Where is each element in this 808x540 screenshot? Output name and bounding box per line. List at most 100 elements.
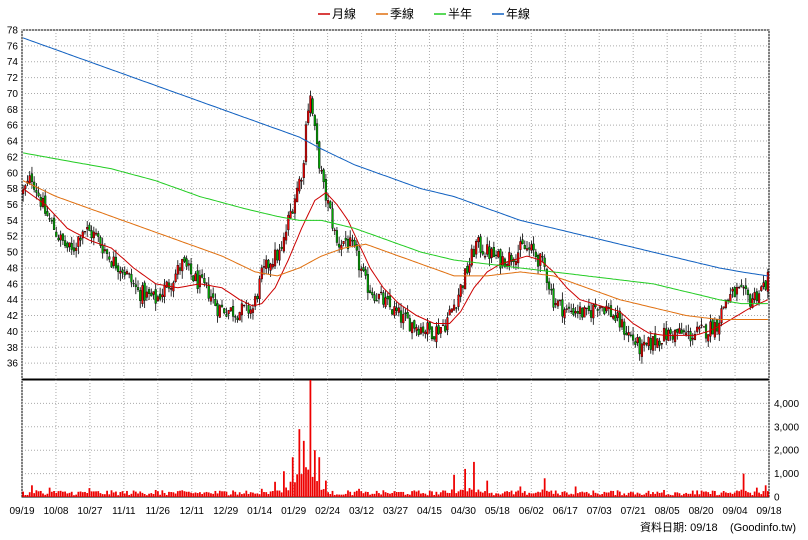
volume-bar — [92, 491, 95, 497]
candle-body — [550, 289, 553, 291]
volume-bar — [320, 489, 323, 497]
ma-line-2 — [23, 152, 768, 305]
volume-bar — [698, 494, 701, 497]
candle-body — [249, 309, 252, 314]
volume-bar — [583, 492, 586, 497]
candle-body — [128, 273, 131, 275]
volume-bar — [207, 492, 210, 497]
volume-bar — [276, 490, 279, 497]
volume-bar — [599, 494, 601, 497]
candle-body — [561, 299, 564, 317]
price-y-tick-label: 56 — [7, 200, 19, 211]
volume-bar — [35, 490, 38, 497]
volume-bar — [426, 495, 429, 497]
volume-bar — [413, 490, 416, 497]
candle-body — [227, 310, 230, 315]
candle-body — [353, 239, 356, 246]
candle-body — [528, 247, 531, 250]
price-y-tick-label: 44 — [7, 295, 19, 306]
candle-body — [508, 252, 511, 266]
candle-body — [689, 331, 692, 342]
volume-bar — [749, 492, 752, 497]
volume-bar — [75, 494, 78, 497]
candle-body — [256, 295, 259, 299]
candle-body — [59, 234, 62, 241]
candle-body — [324, 179, 327, 201]
volume-bar — [256, 493, 259, 497]
candle-body — [399, 310, 403, 323]
candle-body — [309, 95, 312, 113]
volume-bar — [402, 491, 405, 497]
candle-body — [388, 295, 392, 308]
volume-bar — [490, 492, 493, 497]
volume-bar — [145, 495, 148, 497]
volume-bar — [353, 491, 356, 497]
candle-body — [152, 291, 155, 295]
volume-bar — [316, 481, 318, 497]
volume-bar — [574, 486, 577, 497]
x-tick-label: 08/20 — [689, 506, 714, 517]
volume-bar — [616, 490, 619, 497]
candle-body — [682, 330, 685, 333]
candle-body — [346, 238, 350, 250]
volume-bar — [744, 490, 747, 497]
candle-body — [322, 169, 325, 183]
volume-bar — [378, 493, 380, 497]
volume-bar — [289, 481, 292, 497]
candle-body — [424, 331, 427, 335]
candle-body — [647, 336, 650, 347]
volume-bar — [548, 491, 550, 497]
candle-body — [68, 242, 71, 248]
volume-bar — [585, 491, 588, 497]
candle-body — [450, 308, 453, 313]
volume-bar — [141, 492, 144, 497]
price-panel: 36 38 40 42 44 46 48 50 52 54 56 58 60 62 64 66 68 70 72 74… — [7, 26, 770, 380]
x-tick-label: 02/24 — [315, 506, 340, 517]
volume-bar — [99, 493, 102, 497]
volume-bar — [674, 492, 676, 497]
candle-body — [229, 307, 232, 312]
volume-bar — [652, 492, 654, 497]
candle-body — [738, 287, 741, 289]
volume-bar — [691, 490, 694, 497]
volume-bar — [311, 476, 314, 497]
volume-bar — [258, 494, 261, 497]
candle-body — [203, 278, 206, 283]
volume-bar — [450, 489, 453, 497]
volume-bar — [709, 493, 712, 497]
candle-body — [406, 312, 409, 319]
volume-bar — [24, 495, 27, 497]
candle-body — [380, 291, 383, 294]
volume-bar — [515, 491, 517, 497]
volume-bar — [382, 490, 385, 497]
volume-bar — [521, 492, 524, 497]
x-tick-label: 07/21 — [621, 506, 646, 517]
candle-body — [707, 334, 710, 342]
candle-body — [662, 327, 666, 342]
candle-body — [612, 315, 615, 319]
candle-body — [598, 306, 602, 309]
candle-body — [382, 292, 385, 305]
x-tick-label: 04/30 — [451, 506, 476, 517]
volume-bar — [607, 492, 610, 497]
candle-body — [486, 244, 489, 255]
candle-body — [565, 308, 568, 310]
volume-bar — [647, 490, 650, 497]
candle-body — [236, 317, 239, 320]
x-tick-label: 10/08 — [43, 506, 68, 517]
price-y-tick-label: 42 — [7, 311, 19, 322]
volume-bar — [590, 495, 592, 497]
volume-y-tick-label: 1,000 — [774, 469, 799, 480]
candle-body — [718, 322, 721, 335]
candle-body — [335, 230, 339, 243]
volume-bar — [223, 491, 226, 497]
candle-body — [130, 274, 133, 283]
candle-body — [22, 189, 25, 195]
volume-bar — [50, 491, 53, 497]
price-y-tick-label: 58 — [7, 184, 19, 195]
x-tick-label: 11/26 — [146, 506, 171, 517]
volume-bar — [623, 493, 626, 497]
candle-body — [81, 231, 84, 239]
candle-body — [713, 322, 716, 338]
volume-bar — [205, 491, 208, 497]
